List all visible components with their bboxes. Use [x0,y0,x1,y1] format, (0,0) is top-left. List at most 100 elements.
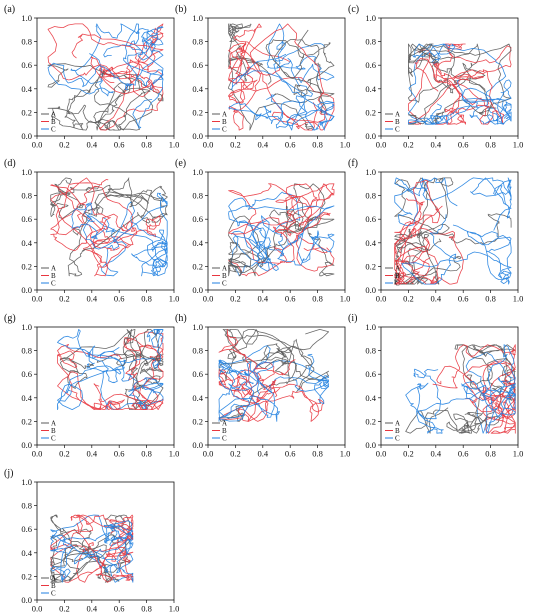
y-tick-label: 0.8 [365,191,376,201]
panel-label: (h) [175,313,187,324]
y-tick-label: 0.0 [21,595,32,605]
series-b-line [394,179,440,285]
y-tick-label: 0.2 [192,107,203,117]
series-c-line [83,201,168,277]
legend-label-c: C [222,126,227,134]
x-tick-label: 0.8 [485,140,496,150]
x-tick-label: 0.4 [257,140,268,150]
y-tick-label: 1.0 [21,477,32,487]
series-b-line [47,23,164,95]
y-tick-label: 0.6 [21,214,32,224]
x-tick-label: 0.4 [86,449,97,459]
series-b-line [228,183,335,272]
series-a-line [265,29,335,114]
series-a-line [67,177,168,277]
y-tick-label: 0.8 [21,191,32,201]
y-tick-label: 0.0 [365,131,376,141]
x-tick-label: 0.8 [485,449,496,459]
panel-g: 0.0 0.2 0.4 0.6 0.8 1.0 0.0 0.2 0.4 0.6 0.8 1.0 (g) A… [4,313,179,459]
x-tick-label: 0.8 [141,604,152,614]
legend-label-c: C [51,435,56,443]
y-tick-label: 1.0 [21,13,32,23]
x-tick-label: 0.6 [285,449,296,459]
series-c-line [71,192,168,277]
series-b-line [99,23,164,131]
plot-frame [36,17,175,137]
panel-label: (j) [4,468,13,479]
series-c-line [408,79,512,125]
series-a-line [222,329,329,382]
series-c-line [47,30,164,129]
panel-label: (b) [175,4,187,15]
y-tick-label: 0.6 [192,369,203,379]
legend-label-a: A [395,111,400,119]
y-tick-label: 0.4 [365,84,376,94]
x-tick-label: 0.8 [312,294,323,304]
series-a-line [47,74,164,131]
series-c-line [460,344,516,434]
panel-j: 0.0 0.2 0.4 0.6 0.8 1.0 0.0 0.2 0.4 0.6 0.8 1.0 (j) A… [4,468,179,614]
y-tick-label: 0.4 [21,393,32,403]
panel-a: 0.0 0.2 0.4 0.6 0.8 1.0 0.0 0.2 0.4 0.6 0.8 1.0 (a) A… [4,4,179,150]
plot-frame [36,326,175,446]
legend-label-b: B [222,427,227,435]
legend-label-b: B [51,582,56,590]
panel-d: 0.0 0.2 0.4 0.6 0.8 1.0 0.0 0.2 0.4 0.6 0.8 1.0 (d) A… [4,158,179,304]
y-tick-label: 1.0 [192,167,203,177]
legend-label-c: C [51,280,56,288]
x-tick-label: 0.0 [376,140,387,150]
legend-label-c: C [395,280,400,288]
y-tick-label: 1.0 [192,322,203,332]
legend-label-a: A [222,265,227,273]
y-tick-label: 0.4 [365,238,376,248]
trajectories [408,43,512,125]
y-tick-label: 0.2 [192,416,203,426]
series-c-line [408,43,512,125]
x-tick-label: 0.4 [257,449,268,459]
x-tick-label: 1.0 [340,294,351,304]
series-a-line [408,43,512,125]
series-a-line [64,514,134,583]
x-tick-label: 0.0 [32,140,43,150]
y-tick-label: 0.4 [192,238,203,248]
series-c-line [394,177,512,231]
y-tick-label: 0.2 [192,261,203,271]
series-b-line [50,184,161,263]
trajectories [394,177,512,285]
legend-label-c: C [395,126,400,134]
x-tick-label: 1.0 [169,604,180,614]
x-tick-label: 0.2 [230,294,241,304]
legend-label-b: B [222,272,227,280]
y-tick-label: 0.2 [21,261,32,271]
panel-label: (f) [348,158,358,169]
trajectories [57,329,164,410]
y-tick-label: 0.6 [21,369,32,379]
legend-label-c: C [395,435,400,443]
legend-label-c: C [222,280,227,288]
y-tick-label: 0.4 [192,393,203,403]
y-tick-label: 0.6 [365,369,376,379]
series-a-line [405,344,516,434]
y-tick-label: 0.6 [365,214,376,224]
x-tick-label: 0.6 [114,449,125,459]
series-c-line [50,514,134,583]
x-tick-label: 0.8 [141,140,152,150]
panel-label: (e) [175,158,186,169]
legend-label-b: B [222,118,227,126]
y-tick-label: 0.4 [21,84,32,94]
x-tick-label: 0.2 [230,140,241,150]
series-a-line [408,43,497,117]
x-tick-label: 0.2 [230,449,241,459]
x-tick-label: 0.6 [114,604,125,614]
x-tick-label: 0.8 [312,140,323,150]
y-tick-label: 0.2 [365,107,376,117]
series-a-line [96,329,164,410]
y-tick-label: 0.8 [365,346,376,356]
x-tick-label: 1.0 [513,294,524,304]
panel-h: 0.0 0.2 0.4 0.6 0.8 1.0 0.0 0.2 0.4 0.6 0.8 1.0 (h) A… [175,313,350,459]
legend: ABC [385,265,400,288]
legend-label-a: A [51,111,56,119]
legend: ABC [41,111,56,134]
x-tick-label: 1.0 [169,294,180,304]
legend-label-a: A [51,575,56,583]
